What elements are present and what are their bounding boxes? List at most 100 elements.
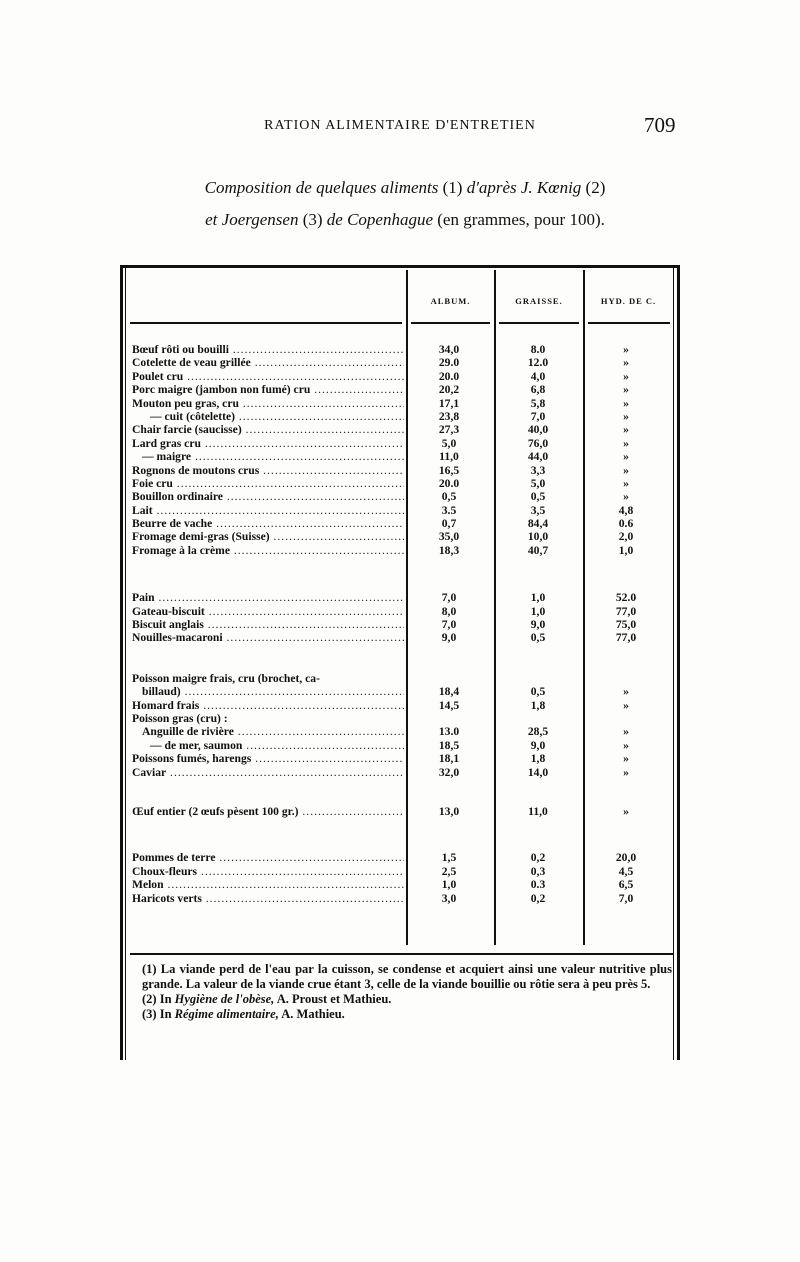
caption-text: (en grammes, pour 100).: [437, 210, 605, 229]
footnote-ref: (1): [442, 178, 463, 197]
food-name: Caviar: [132, 766, 404, 779]
column-header-hyd: HYD. DE C.: [600, 296, 657, 306]
album-value: 7,0: [441, 618, 457, 632]
album-value: 2,5: [441, 864, 457, 878]
hyd-value: 52.0: [615, 591, 637, 605]
table-row: Poulet cru 20.0 4,0 »: [132, 370, 672, 383]
food-name: Beurre de vache: [132, 517, 404, 530]
graisse-value: 40,7: [527, 543, 549, 557]
footnote-2: (2) In Hygiène de l'obèse, A. Proust et …: [132, 992, 672, 1007]
table-row: Poisson maigre frais, cru (brochet, ca-: [132, 672, 672, 685]
album-value: 27,3: [438, 423, 460, 437]
food-name: — de mer, saumon: [132, 739, 404, 752]
table-row: Melon 1,0 0.3 6,5: [132, 878, 672, 891]
hyd-value: »: [623, 698, 629, 712]
footnote-title: Régime alimentaire,: [174, 1007, 279, 1021]
footnote-title: Hygiène de l'obèse,: [174, 992, 275, 1006]
graisse-value: 40,0: [527, 423, 549, 437]
table-caption-line-1: Composition de quelques aliments (1) d'a…: [120, 178, 690, 198]
footnote-3: (3) In Régime alimentaire, A. Mathieu.: [132, 1007, 672, 1022]
table-body: Bœuf rôti ou bouilli34,08.0»Cotelette de…: [132, 343, 672, 905]
graisse-value: 1,8: [530, 752, 546, 766]
food-name: Chair farcie (saucisse): [132, 423, 404, 436]
food-name: Poisson maigre frais, cru (brochet, ca-: [132, 671, 320, 685]
table-row: Pommes de terre 1,5 0,2 20,0: [132, 851, 672, 864]
graisse-value: [494, 672, 582, 685]
table-row: Nouilles-macaroni 9,0 0,5 77,0: [132, 631, 672, 644]
table-row: Bœuf rôti ou bouilli 34,0 8.0 »: [132, 343, 672, 356]
table-row: Poisson gras (cru) :: [132, 712, 672, 725]
hyd-value: 4,5: [618, 864, 634, 878]
hyd-value: »: [623, 765, 629, 779]
album-value: 23,8: [438, 409, 460, 423]
album-value: 13,0: [438, 804, 460, 818]
footnote-ref: (2): [585, 178, 606, 197]
graisse-value: 0,3: [530, 864, 546, 878]
album-value: 0,5: [441, 490, 457, 504]
graisse-value: 5,0: [530, 476, 546, 490]
food-name: Pommes de terre: [132, 851, 404, 864]
hyd-value: »: [623, 343, 629, 356]
row-group: Pommes de terre 1,5 0,2 20,0 Choux-fleurs 2,5…: [132, 851, 672, 905]
graisse-value: 5,8: [530, 396, 546, 410]
album-value: 0,7: [441, 517, 457, 531]
header-rule: [411, 322, 490, 324]
album-value: 14,5: [438, 698, 460, 712]
album-value: 18,4: [438, 685, 460, 699]
table-left-border: [120, 265, 123, 1060]
album-value: 18,1: [438, 752, 460, 766]
graisse-value: 0,5: [530, 490, 546, 504]
table-row: Bouillon ordinaire 0,5 0,5 »: [132, 490, 672, 503]
graisse-value: 9,0: [530, 618, 546, 632]
album-value: 7,0: [441, 591, 457, 605]
graisse-value: 12.0: [527, 356, 549, 370]
album-value: 8,0: [441, 604, 457, 618]
table-row: Choux-fleurs 2,5 0,3 4,5: [132, 865, 672, 878]
food-name: Gateau-biscuit: [132, 605, 404, 618]
food-name: Fromage à la crème: [132, 544, 404, 557]
column-divider: [583, 270, 585, 945]
hyd-value: 20,0: [615, 851, 637, 865]
graisse-value: 0,2: [530, 891, 546, 905]
hyd-value: 6,5: [618, 878, 634, 892]
hyd-value: »: [623, 423, 629, 437]
hyd-value: »: [623, 436, 629, 450]
table-right-border-inner: [673, 268, 674, 1060]
album-value: 5,0: [441, 436, 457, 450]
food-name: Bœuf rôti ou bouilli: [132, 343, 404, 356]
hyd-value: »: [623, 490, 629, 504]
food-name: Porc maigre (jambon non fumé) cru: [132, 383, 404, 396]
album-value: 35,0: [438, 530, 460, 544]
table-row: Fromage demi-gras (Suisse) 35,0 10,0 2,0: [132, 530, 672, 543]
table-right-border: [677, 265, 680, 1060]
hyd-value: »: [623, 738, 629, 752]
footnote-author: A. Mathieu.: [281, 1007, 345, 1021]
table-row: Lard gras cru 5,0 76,0 »: [132, 437, 672, 450]
food-name: Pain: [132, 591, 404, 604]
hyd-value: 77,0: [615, 631, 637, 645]
food-name: Lait: [132, 504, 404, 517]
table-row: billaud) 18,4 0,5 »: [132, 685, 672, 698]
page-number: 709: [644, 113, 676, 137]
graisse-value: 1,8: [530, 698, 546, 712]
running-title: RATION ALIMENTAIRE D'ENTRETIEN: [264, 118, 536, 133]
table-row: Porc maigre (jambon non fumé) cru 20,2 6,8…: [132, 383, 672, 396]
graisse-value: 76,0: [527, 436, 549, 450]
graisse-value: 0,5: [530, 685, 546, 699]
graisse-value: 3,5: [530, 503, 546, 517]
food-name: Rognons de moutons crus: [132, 464, 404, 477]
graisse-value: 0,2: [530, 851, 546, 865]
graisse-value: 9,0: [530, 738, 546, 752]
hyd-value: »: [623, 752, 629, 766]
album-value: [404, 672, 494, 685]
column-divider: [406, 270, 408, 945]
food-name: Lard gras cru: [132, 437, 404, 450]
hyd-value: 0.6: [618, 517, 634, 531]
food-name: Cotelette de veau grillée: [132, 356, 404, 369]
album-value: 20.0: [438, 476, 460, 490]
album-value: 29.0: [438, 356, 460, 370]
album-value: 13.0: [438, 725, 460, 739]
hyd-value: 77,0: [615, 604, 637, 618]
hyd-value: »: [623, 725, 629, 739]
